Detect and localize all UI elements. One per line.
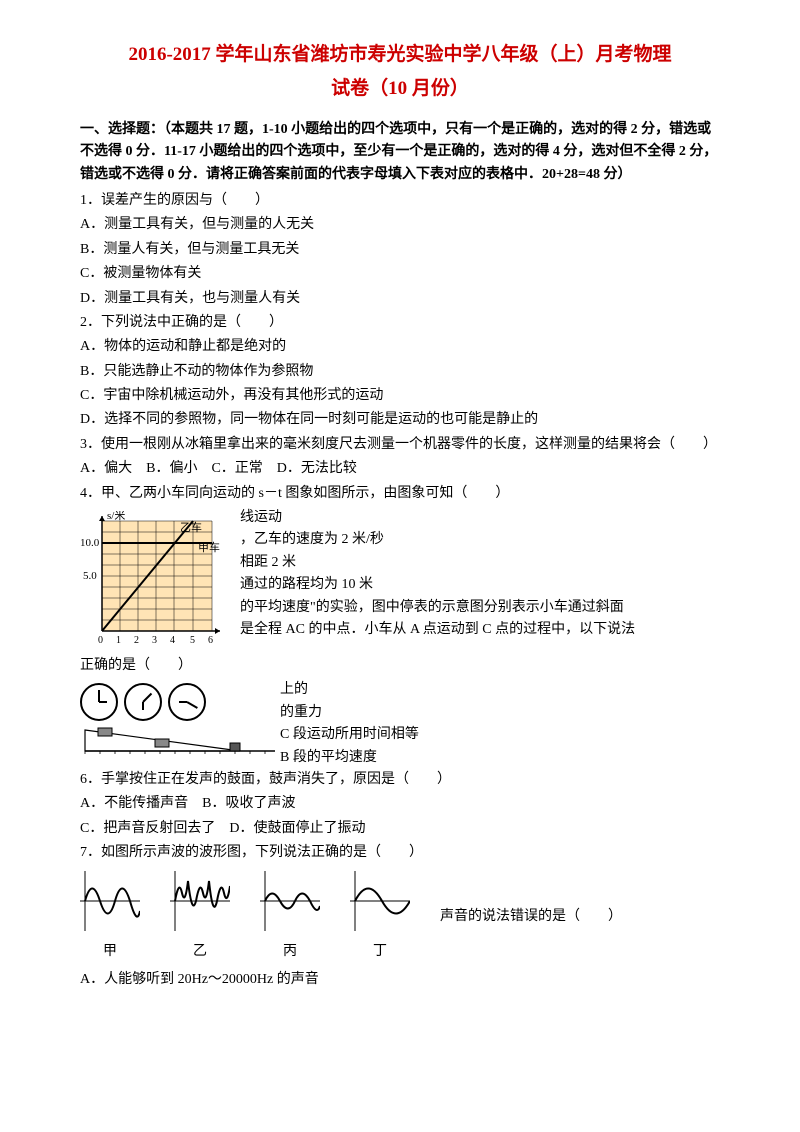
- q5-text-end: 正确的是（ ）: [80, 655, 720, 677]
- q5-diagram-row: 上的 的重力 C 段运动所用时间相等 B 段的平均速度: [80, 679, 720, 769]
- q8-option-a: A．人能够听到 20Hz～20000Hz 的声音: [80, 969, 720, 991]
- q5-text-pre: 的平均速度"的实验，图中停表的示意图分别表示小车通过斜面: [240, 597, 660, 619]
- q1-option-a: A．测量工具有关，但与测量的人无关: [80, 214, 720, 236]
- svg-text:6: 6: [208, 635, 213, 646]
- q5-text-post: 是全程 AC 的中点．小车从 A 点运动到 C 点的过程中，以下说法: [240, 619, 660, 641]
- q4-opt-a: 线运动: [240, 507, 660, 529]
- q5-opt-a: 上的: [280, 679, 700, 701]
- clock-1: [80, 683, 118, 721]
- q2-text: 2．下列说法中正确的是（ ）: [80, 312, 720, 334]
- q7-text: 7．如图所示声波的波形图，下列说法正确的是（ ）: [80, 842, 720, 864]
- svg-text:1: 1: [116, 635, 121, 646]
- clock-2: [124, 683, 162, 721]
- wave-label-jia: 甲: [80, 941, 140, 963]
- q6-options-ab: A．不能传播声音 B．吸收了声波: [80, 793, 720, 815]
- q5-opt-d: B 段的平均速度: [280, 747, 700, 769]
- q2-option-b: B．只能选静止不动的物体作为参照物: [80, 361, 720, 383]
- q3-options: A．偏大 B．偏小 C．正常 D．无法比较: [80, 458, 720, 480]
- wave-bing: 丙: [260, 871, 320, 964]
- svg-text:乙车: 乙车: [180, 520, 202, 534]
- q5-clocks-ramp: [80, 679, 280, 759]
- wave-jia: 甲: [80, 871, 140, 964]
- q1-text: 1．误差产生的原因与（ ）: [80, 190, 720, 212]
- svg-text:3: 3: [152, 635, 157, 646]
- clock-row: [80, 683, 280, 721]
- q4-text: 4．甲、乙两小车同向运动的 s－t 图象如图所示，由图象可知（ ）: [80, 483, 720, 505]
- wave-ding: 丁: [350, 871, 410, 964]
- q2-option-d: D．选择不同的参照物，同一物体在同一时刻可能是运动的也可能是静止的: [80, 409, 720, 431]
- clock-3: [168, 683, 206, 721]
- exam-title-line2: 试卷（10 月份）: [80, 74, 720, 104]
- wave-label-ding: 丁: [350, 941, 410, 963]
- svg-text:5: 5: [190, 635, 195, 646]
- q1-option-d: D．测量工具有关，也与测量人有关: [80, 288, 720, 310]
- q1-option-c: C．被测量物体有关: [80, 263, 720, 285]
- svg-text:5.0: 5.0: [83, 570, 97, 582]
- svg-text:s/米: s/米: [107, 511, 125, 522]
- q4-options-overlay: 线运动 ，乙车的速度为 2 米/秒 相距 2 米 通过的路程均为 10 米 的平…: [240, 507, 660, 641]
- q5-opt-b: 的重力: [280, 702, 700, 724]
- q2-option-a: A．物体的运动和静止都是绝对的: [80, 336, 720, 358]
- q3-text: 3．使用一根刚从冰箱里拿出来的毫米刻度尺去测量一个机器零件的长度，这样测量的结果…: [80, 434, 720, 456]
- q4-graph-row: 10.0 5.0 0 1 2 3 4 5 6 s/米 乙车 甲车 线运动 ，乙车…: [80, 507, 720, 655]
- svg-text:0: 0: [98, 635, 103, 646]
- q5-opt-c: C 段运动所用时间相等: [280, 724, 700, 746]
- q4-graph: 10.0 5.0 0 1 2 3 4 5 6 s/米 乙车 甲车: [80, 511, 240, 651]
- q7-tail: 声音的说法错误的是（ ）: [440, 906, 622, 928]
- wave-label-yi: 乙: [170, 941, 230, 963]
- exam-title-line1: 2016-2017 学年山东省潍坊市寿光实验中学八年级（上）月考物理: [80, 40, 720, 70]
- wave-yi: 乙: [170, 871, 230, 964]
- q4-opt-d: 通过的路程均为 10 米: [240, 574, 660, 596]
- wave-label-bing: 丙: [260, 941, 320, 963]
- q1-option-b: B．测量人有关，但与测量工具无关: [80, 239, 720, 261]
- q6-options-cd: C．把声音反射回去了 D．使鼓面停止了振动: [80, 818, 720, 840]
- wave-row: 甲 乙 丙 丁 声音的说法错误的是（ ）: [80, 871, 720, 964]
- svg-text:4: 4: [170, 635, 175, 646]
- svg-text:10.0: 10.0: [80, 537, 100, 549]
- q5-options-overlay: 上的 的重力 C 段运动所用时间相等 B 段的平均速度: [280, 679, 700, 769]
- svg-text:2: 2: [134, 635, 139, 646]
- q6-text: 6．手掌按住正在发声的鼓面，鼓声消失了，原因是（ ）: [80, 769, 720, 791]
- q2-option-c: C．宇宙中除机械运动外，再没有其他形式的运动: [80, 385, 720, 407]
- svg-text:甲车: 甲车: [198, 540, 220, 554]
- ramp-diagram: [80, 725, 280, 755]
- q4-opt-b: ，乙车的速度为 2 米/秒: [240, 529, 660, 551]
- section-header: 一、选择题：（本题共 17 题，1-10 小题给出的四个选项中，只有一个是正确的…: [80, 119, 720, 186]
- q4-opt-c: 相距 2 米: [240, 552, 660, 574]
